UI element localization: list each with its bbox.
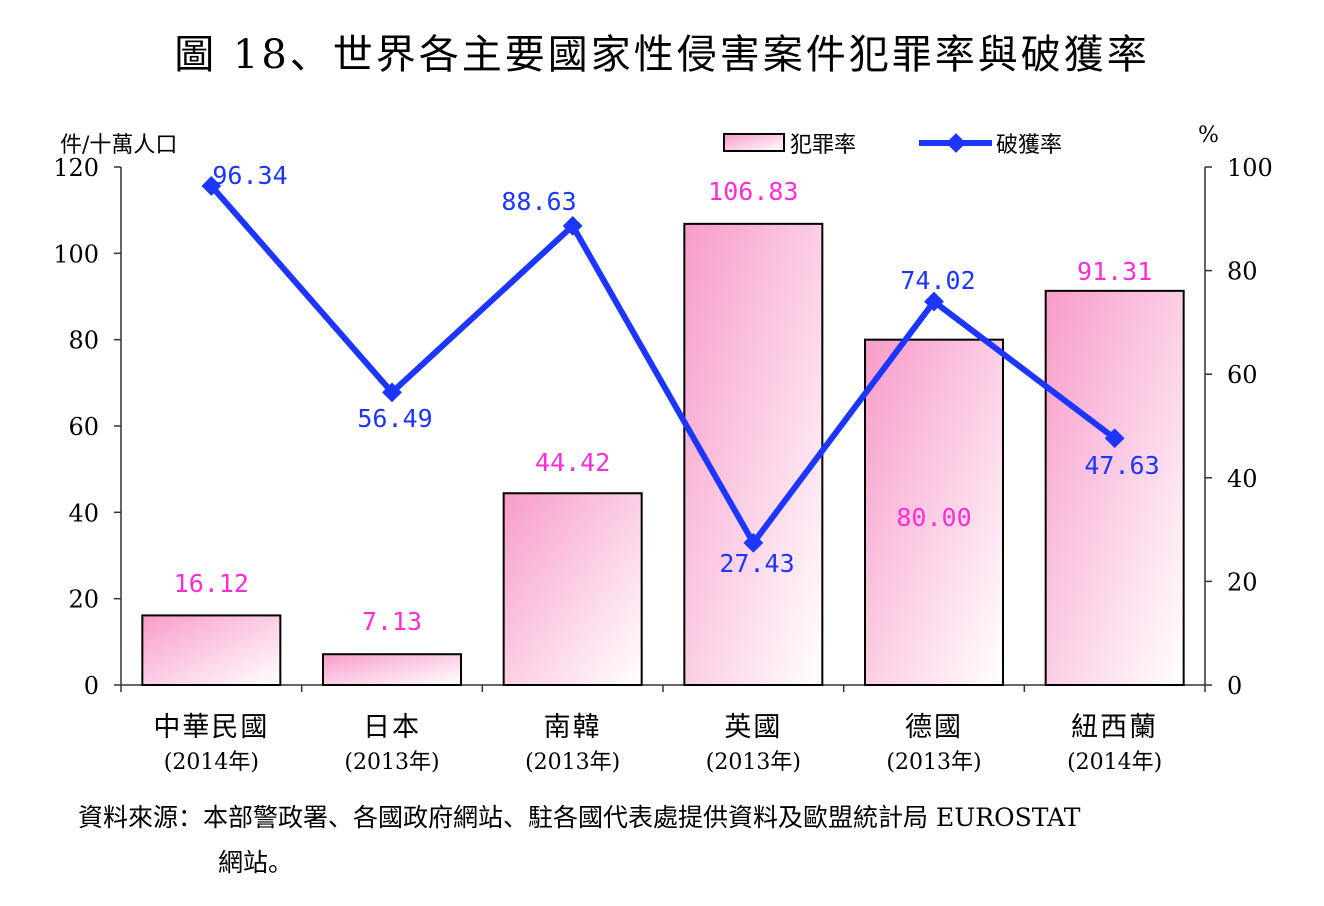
right-axis-title: % xyxy=(1198,123,1219,148)
category-label: 南韓 xyxy=(544,712,602,743)
right-tick-label: 60 xyxy=(1227,361,1258,389)
crime-rate-bar xyxy=(864,338,1004,686)
left-tick-label: 40 xyxy=(68,499,99,527)
crime-rate-bar xyxy=(502,492,643,686)
source-note: 資料來源：本部警政署、各國政府網站、駐各國代表處提供資料及歐盟統計局 EUROS… xyxy=(78,795,1268,885)
right-tick-label: 100 xyxy=(1227,154,1273,182)
legend-bar-swatch xyxy=(723,133,785,152)
clearance-rate-marker xyxy=(382,382,402,403)
combo-chart: 0 20 40 60 80 100 120 0 20 40 60 80 100 件/十萬人口 % 中華民國 (2… xyxy=(53,123,1273,775)
category-year-label: (2014年) xyxy=(1067,750,1162,775)
right-tick-label: 20 xyxy=(1227,568,1258,596)
crime-rate-data-label: 7.13 xyxy=(362,607,422,636)
category-year-label: (2013年) xyxy=(706,750,801,775)
crime-rate-data-label: 16.12 xyxy=(174,569,249,598)
source-line-1: 資料來源：本部警政署、各國政府網站、駐各國代表處提供資料及歐盟統計局 EUROS… xyxy=(78,803,1081,832)
category-label: 日本 xyxy=(363,712,421,743)
category-label: 英國 xyxy=(724,712,782,743)
left-tick-label: 100 xyxy=(53,240,99,268)
category-year-label: (2013年) xyxy=(344,750,439,775)
legend-crime-label: 犯罪率 xyxy=(790,133,856,158)
left-tick-label: 0 xyxy=(84,672,99,700)
left-axis-title: 件/十萬人口 xyxy=(60,133,177,158)
crime-rate-bar xyxy=(683,222,824,686)
left-tick-label: 80 xyxy=(68,327,99,355)
crime-rate-data-label: 80.00 xyxy=(896,503,971,532)
clearance-rate-data-label: 88.63 xyxy=(501,187,576,216)
crime-rate-data-label: 91.31 xyxy=(1077,257,1152,286)
crime-rate-bar xyxy=(322,653,462,687)
clearance-rate-marker xyxy=(924,291,944,312)
category-year-label: (2014年) xyxy=(164,750,259,775)
clearance-rate-marker xyxy=(201,176,222,196)
crime-rate-data-label: 106.83 xyxy=(708,177,798,206)
category-year-label: (2013年) xyxy=(525,750,620,775)
chart-title: 圖 18、世界各主要國家性侵害案件犯罪率與破獲率 xyxy=(174,32,1150,78)
clearance-rate-line xyxy=(209,183,1117,549)
category-label: 紐西蘭 xyxy=(1071,712,1158,743)
crime-rate-bar xyxy=(1044,289,1185,686)
left-tick-label: 60 xyxy=(68,413,99,441)
clearance-rate-data-label: 96.34 xyxy=(212,161,287,190)
clearance-rate-data-label: 74.02 xyxy=(900,266,975,295)
crime-rate-bar xyxy=(141,614,282,687)
legend-clearance-label: 破獲率 xyxy=(996,133,1062,158)
source-line-2: 網站。 xyxy=(218,848,294,877)
clearance-rate-data-label: 47.63 xyxy=(1084,451,1159,480)
clearance-rate-data-label: 56.49 xyxy=(357,404,432,433)
crime-rate-data-label: 44.42 xyxy=(535,448,610,477)
left-tick-label: 120 xyxy=(53,154,99,182)
clearance-rate-marker xyxy=(1104,428,1125,449)
right-tick-label: 40 xyxy=(1227,465,1258,493)
right-tick-label: 0 xyxy=(1227,672,1242,700)
right-tick-label: 80 xyxy=(1227,258,1258,286)
category-year-label: (2013年) xyxy=(886,750,981,775)
clearance-rate-marker xyxy=(743,533,764,553)
legend-line-marker xyxy=(946,133,966,153)
clearance-rate-data-label: 27.43 xyxy=(719,549,794,578)
category-label: 德國 xyxy=(905,712,963,743)
category-label: 中華民國 xyxy=(153,712,269,743)
left-tick-label: 20 xyxy=(68,586,99,614)
